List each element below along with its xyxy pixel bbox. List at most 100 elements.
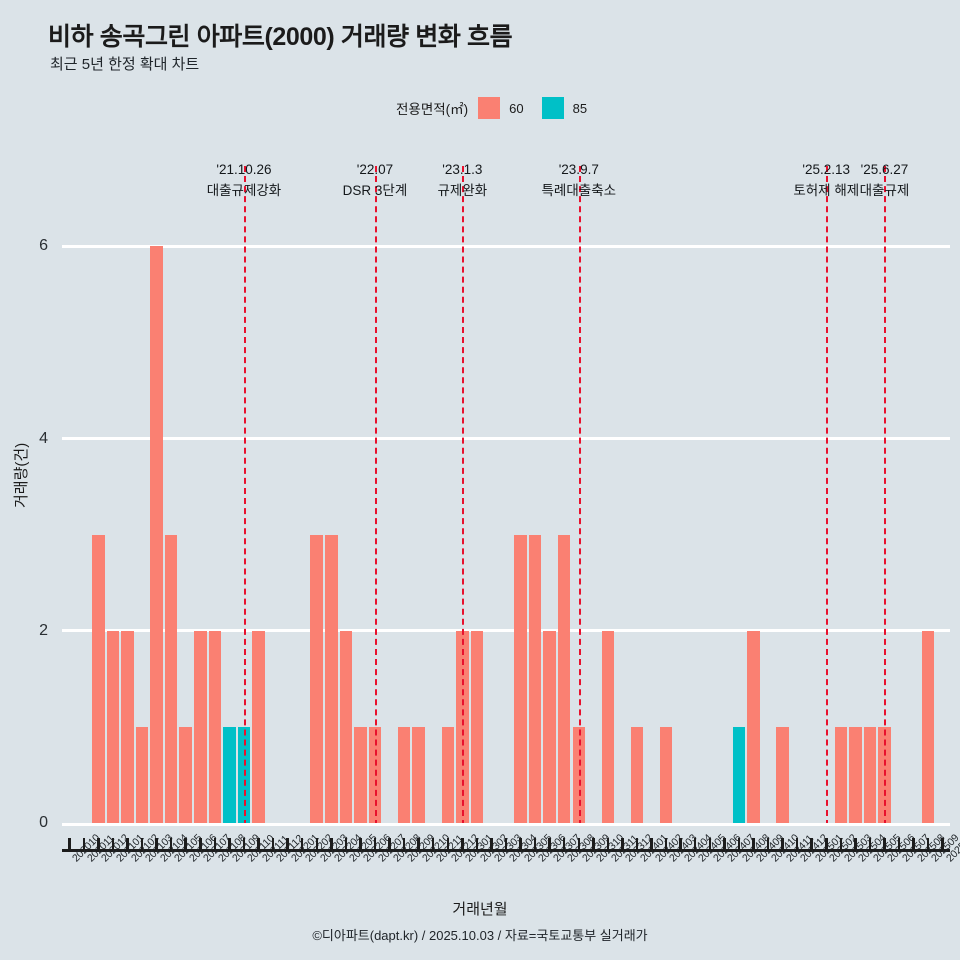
x-tick-mark-202206 bbox=[359, 838, 362, 850]
x-tick-mark-202309 bbox=[577, 838, 581, 850]
bar-202305-60[interactable] bbox=[514, 534, 527, 823]
bar-202503-60[interactable] bbox=[834, 726, 848, 823]
footer-credit: ©디아파트(dapt.kr) / 2025.10.03 / 자료=국토교통부 실… bbox=[312, 928, 648, 943]
x-axis-baseline bbox=[62, 823, 950, 826]
x-tick-mark-202312 bbox=[621, 838, 624, 850]
event-label-2: '23.1.3 규제완화 bbox=[437, 160, 487, 202]
bar-202401-60[interactable] bbox=[630, 726, 644, 823]
bar-202102-60[interactable] bbox=[121, 630, 134, 823]
x-tick-mark-202205 bbox=[344, 838, 348, 850]
x-tick-mark-202502 bbox=[825, 838, 828, 850]
x-tick-mark-202508 bbox=[912, 838, 915, 850]
bar-202108-60[interactable] bbox=[208, 630, 222, 823]
bar-202308-60[interactable] bbox=[557, 534, 571, 823]
event-label-4: '25.2.13 토허제 해제 bbox=[793, 160, 859, 202]
x-tick-mark-202308 bbox=[562, 838, 566, 850]
x-tick-mark-202501 bbox=[810, 838, 813, 850]
legend-swatch-85 bbox=[541, 97, 564, 119]
bar-202306-60[interactable] bbox=[528, 534, 542, 823]
x-tick-mark-202408 bbox=[737, 838, 741, 850]
x-tick-mark-202201 bbox=[286, 838, 289, 850]
event-date-2: '23.1.3 bbox=[442, 162, 483, 177]
legend-title: 전용면적(㎡) bbox=[396, 102, 469, 117]
bar-202107-60[interactable] bbox=[194, 630, 207, 823]
x-tick-mark-202505 bbox=[868, 838, 872, 850]
x-tick-mark-202204 bbox=[330, 838, 333, 850]
bar-202408-85[interactable] bbox=[732, 726, 746, 823]
bar-202504-60[interactable] bbox=[849, 726, 862, 823]
bar-202206-60[interactable] bbox=[354, 726, 367, 823]
bar-202411-60[interactable] bbox=[776, 726, 789, 823]
event-name-4: 토허제 해제 bbox=[793, 182, 860, 198]
x-tick-mark-202104 bbox=[155, 838, 158, 850]
x-tick-mark-202010 bbox=[68, 838, 71, 850]
bar-202212-60[interactable] bbox=[441, 726, 455, 823]
bar-202409-60[interactable] bbox=[747, 630, 760, 823]
event-date-5: '25.6.27 bbox=[860, 162, 909, 177]
bar-202204-60[interactable] bbox=[325, 534, 338, 823]
x-tick-mark-202108 bbox=[213, 838, 217, 850]
x-tick-mark-202402 bbox=[650, 838, 653, 850]
bar-202307-60[interactable] bbox=[543, 630, 556, 823]
event-name-3: 특례대출축소 bbox=[541, 182, 617, 198]
chart-subtitle: 최근 5년 한정 확대 차트 bbox=[50, 56, 200, 73]
legend-label-60: 60 bbox=[509, 100, 524, 116]
x-tick-mark-202106 bbox=[184, 838, 187, 850]
bar-202105-60[interactable] bbox=[164, 534, 178, 823]
x-tick-mark-202202 bbox=[300, 838, 304, 850]
y-axis-label: 거래량(건) bbox=[13, 442, 30, 508]
gridline-4 bbox=[62, 437, 950, 441]
x-tick-mark-202011 bbox=[82, 838, 86, 850]
bar-202012-60[interactable] bbox=[92, 534, 105, 823]
bar-202311-60[interactable] bbox=[601, 630, 615, 823]
gridline-2 bbox=[62, 629, 950, 633]
x-tick-mark-202107 bbox=[199, 838, 202, 850]
x-tick-mark-202305 bbox=[519, 838, 522, 850]
x-tick-mark-202101 bbox=[111, 838, 115, 850]
bar-202104-60[interactable] bbox=[150, 246, 163, 823]
x-tick-mark-202306 bbox=[533, 838, 537, 850]
bar-202403-60[interactable] bbox=[659, 726, 673, 823]
x-tick-mark-202409 bbox=[752, 838, 755, 850]
bar-202103-60[interactable] bbox=[135, 726, 149, 823]
x-tick-mark-202503 bbox=[839, 838, 843, 850]
bar-202109-85[interactable] bbox=[223, 726, 236, 823]
bar-202101-60[interactable] bbox=[106, 630, 120, 823]
x-tick-mark-202210 bbox=[417, 838, 420, 850]
x-tick-mark-202110 bbox=[242, 838, 246, 850]
event-date-1: '22.07 bbox=[356, 162, 394, 177]
x-tick-mark-202207 bbox=[373, 838, 377, 850]
event-date-0: '21.10.26 bbox=[216, 162, 272, 177]
bar-202309-60[interactable] bbox=[572, 726, 586, 823]
event-name-0: 대출규제강화 bbox=[206, 182, 282, 198]
x-tick-mark-202105 bbox=[169, 838, 173, 850]
gridline-6 bbox=[62, 244, 950, 248]
bar-202210-60[interactable] bbox=[412, 726, 425, 823]
x-axis-line bbox=[62, 849, 950, 852]
bar-202509-60[interactable] bbox=[921, 630, 935, 823]
x-tick-mark-202302 bbox=[475, 838, 479, 850]
event-line-5 bbox=[884, 166, 887, 826]
bar-202203-60[interactable] bbox=[310, 534, 323, 823]
x-tick-mark-202303 bbox=[490, 838, 493, 850]
bar-202505-60[interactable] bbox=[863, 726, 877, 823]
legend-item-85[interactable]: 85 bbox=[541, 97, 587, 119]
x-tick-mark-202311 bbox=[606, 838, 610, 850]
bar-202106-60[interactable] bbox=[179, 726, 192, 823]
bar-202205-60[interactable] bbox=[339, 630, 353, 823]
x-tick-mark-202506 bbox=[883, 838, 886, 850]
chart-legend: 전용면적(㎡) 60 85 bbox=[396, 96, 605, 120]
bar-202506-60[interactable] bbox=[878, 726, 891, 823]
x-tick-mark-202211 bbox=[431, 838, 435, 850]
x-tick-mark-202102 bbox=[126, 838, 129, 850]
y-tick-label-4: 4 bbox=[39, 429, 48, 447]
event-line-3 bbox=[578, 166, 581, 826]
x-tick-mark-202307 bbox=[548, 838, 551, 850]
bar-202302-60[interactable] bbox=[470, 630, 484, 823]
bar-202209-60[interactable] bbox=[397, 726, 411, 823]
x-tick-mark-202304 bbox=[504, 838, 508, 850]
bar-202111-60[interactable] bbox=[252, 630, 265, 823]
legend-item-60[interactable]: 60 bbox=[478, 97, 524, 119]
x-tick-mark-202301 bbox=[461, 838, 464, 850]
x-tick-mark-202411 bbox=[781, 838, 784, 850]
